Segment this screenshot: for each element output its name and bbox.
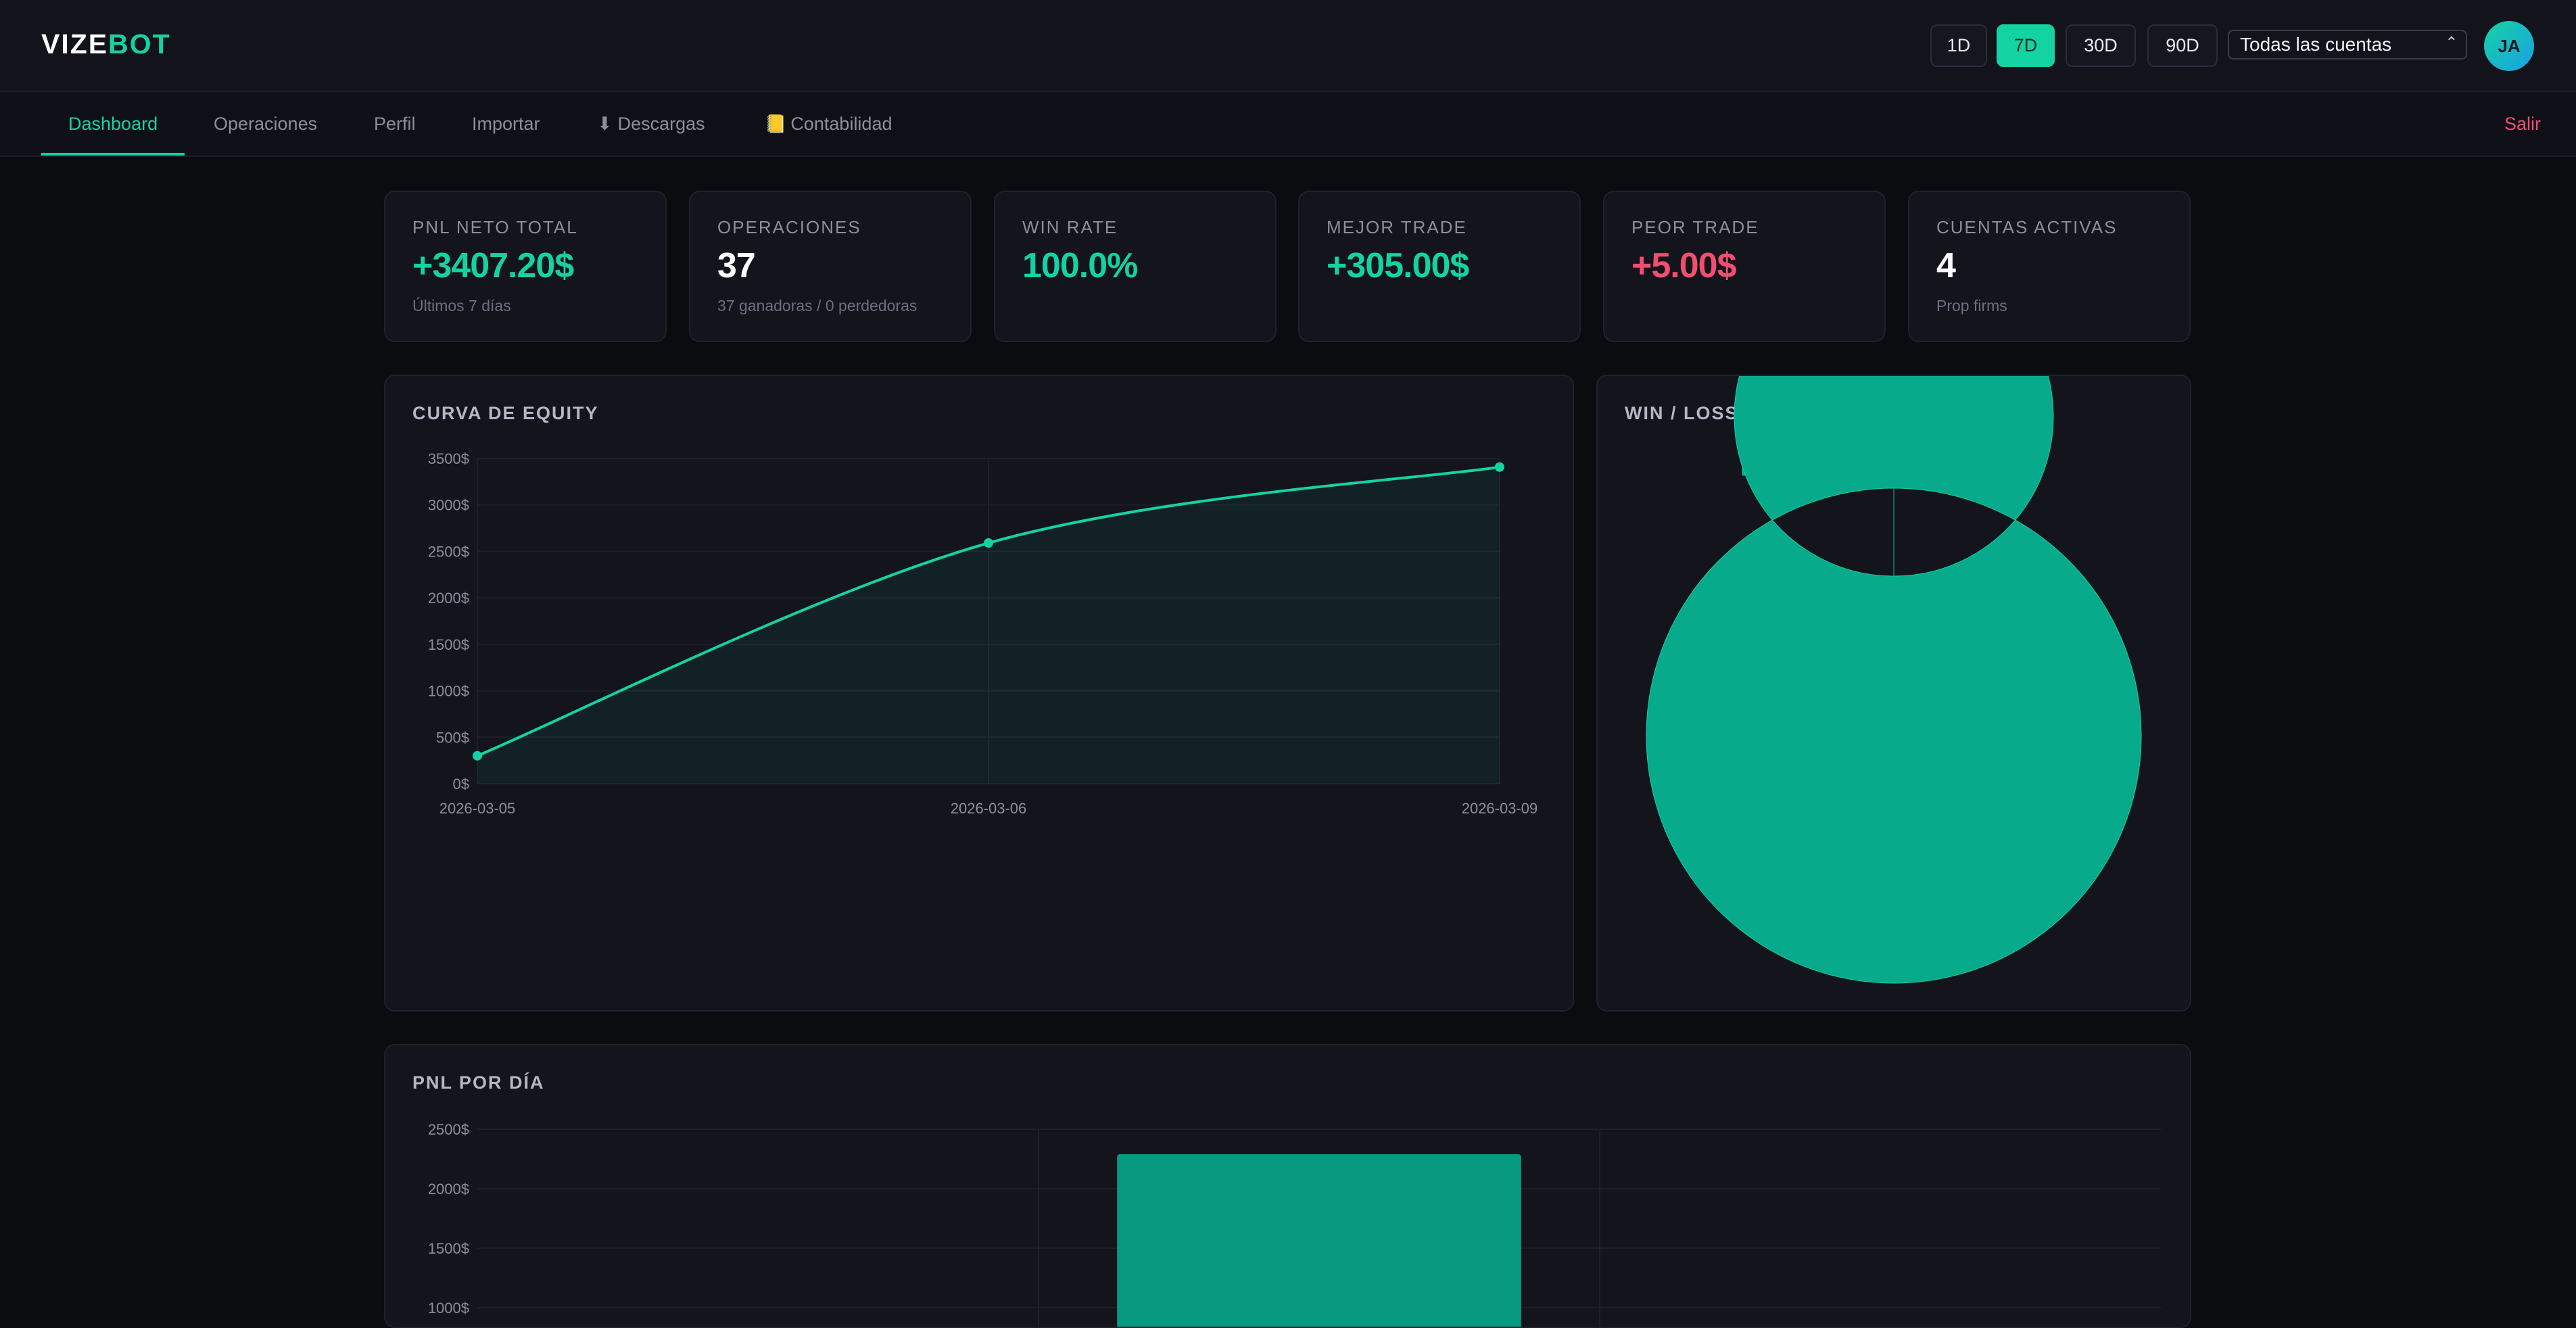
range-button-90d[interactable]: 90D (2147, 24, 2218, 67)
avatar[interactable]: JA (2484, 21, 2534, 71)
panel-title: PNL POR DÍA (412, 1072, 545, 1093)
y-tick-label: 0$ (453, 776, 469, 792)
account-select[interactable]: Todas las cuentas ⌃ (2228, 30, 2467, 60)
stat-value: 37 (717, 246, 756, 285)
nav-bar: Dashboard Operaciones Perfil Importar ⬇ … (0, 92, 2576, 157)
stat-sub: Últimos 7 días (412, 297, 511, 314)
account-select-value: Todas las cuentas (2240, 34, 2392, 55)
y-tick-label: 500$ (436, 729, 469, 746)
logo-part1: VIZE (41, 28, 109, 60)
stat-value: +305.00$ (1327, 246, 1469, 285)
nav-label: Dashboard (68, 113, 158, 134)
range-button-1d[interactable]: 1D (1930, 24, 1987, 67)
y-tick-label: 1000$ (428, 683, 469, 700)
y-tick-label: 2000$ (428, 1181, 469, 1197)
winloss-panel: WIN / LOSS GanadorasPerdedoras (1596, 375, 2191, 1012)
y-tick-label: 2500$ (428, 1121, 469, 1138)
y-tick-label: 2000$ (428, 590, 469, 607)
stat-card-pnl: PNL NETO TOTAL +3407.20$ Últimos 7 días (384, 191, 667, 342)
range-button-7d[interactable]: 7D (1997, 24, 2055, 67)
nav-label: Operaciones (214, 113, 318, 134)
y-tick-label: 1500$ (428, 1240, 469, 1257)
equity-point (1495, 462, 1504, 472)
stat-card-active-accounts: CUENTAS ACTIVAS 4 Prop firms (1908, 191, 2191, 342)
nav-item-descargas[interactable]: ⬇ Descargas (597, 92, 705, 156)
stat-value: +3407.20$ (412, 246, 574, 285)
nav-label: Importar (472, 113, 540, 134)
stat-label: PNL NETO TOTAL (412, 217, 578, 237)
equity-point (984, 538, 993, 548)
stat-label: OPERACIONES (717, 217, 861, 237)
donut-slice (1646, 376, 2142, 984)
logout-link[interactable]: Salir (2504, 113, 2541, 134)
y-tick-label: 1500$ (428, 636, 469, 653)
equity-point (473, 751, 482, 761)
pnl-bar (1117, 1154, 1521, 1327)
stat-card-operaciones: OPERACIONES 37 37 ganadoras / 0 perdedor… (689, 191, 972, 342)
nav-item-perfil[interactable]: Perfil (374, 92, 416, 156)
x-tick-label: 2026-03-09 (1462, 800, 1538, 817)
nav-label: Descargas (617, 113, 705, 134)
panel-title: WIN / LOSS (1625, 403, 1739, 423)
nav-label: Perfil (374, 113, 416, 134)
x-tick-label: 2026-03-06 (951, 800, 1027, 817)
stat-card-best-trade: MEJOR TRADE +305.00$ (1298, 191, 1581, 342)
stat-sub: Prop firms (1936, 297, 2007, 314)
stat-label: PEOR TRADE (1631, 217, 1759, 237)
top-bar: VIZEBOT 1D 7D 30D 90D Todas las cuentas … (0, 0, 2576, 92)
stat-sub: 37 ganadoras / 0 perdedoras (717, 297, 917, 314)
nav-item-dashboard[interactable]: Dashboard (41, 92, 185, 156)
y-tick-label: 2500$ (428, 543, 469, 560)
select-arrows-icon: ⌃ (2445, 34, 2458, 51)
stat-value: 100.0% (1022, 246, 1138, 285)
logo-part2: BOT (108, 28, 171, 60)
nav-item-operaciones[interactable]: Operaciones (214, 92, 317, 156)
y-tick-label: 1000$ (428, 1300, 469, 1317)
pnl-day-chart: 2500$ 2000$ 1500$ 1000$ (428, 1121, 2161, 1327)
stat-label: CUENTAS ACTIVAS (1936, 217, 2118, 237)
stat-label: MEJOR TRADE (1327, 217, 1467, 237)
equity-chart: 3500$ 3000$ 2500$ 2000$ 1500$ 1000$ 500$ 0$ 2026… (428, 450, 1538, 817)
panel-title: CURVA DE EQUITY (412, 403, 599, 423)
equity-panel: CURVA DE EQUITY 3500$ 3000$ 2500$ 2000$ 1500… (384, 375, 1574, 1012)
y-tick-label: 3500$ (428, 450, 469, 467)
nav-label: Contabilidad (790, 113, 892, 134)
winloss-chart: GanadorasPerdedoras (1646, 376, 2142, 984)
stat-card-win-rate: WIN RATE 100.0% (994, 191, 1277, 342)
nav-item-contabilidad[interactable]: 📒 Contabilidad (765, 92, 892, 156)
x-tick-label: 2026-03-05 (439, 800, 516, 817)
logo: VIZEBOT (41, 28, 171, 60)
equity-area (477, 467, 1500, 784)
range-button-30d[interactable]: 30D (2066, 24, 2136, 67)
download-icon: ⬇ (597, 113, 613, 134)
ledger-icon: 📒 (765, 113, 787, 134)
stat-value: 4 (1936, 246, 1956, 285)
nav-item-importar[interactable]: Importar (472, 92, 540, 156)
stat-label: WIN RATE (1022, 217, 1118, 237)
pnl-day-panel: PNL POR DÍA 2500$ 2000$ 1500$ 1000$ (384, 1044, 2191, 1328)
stat-card-worst-trade: PEOR TRADE +5.00$ (1603, 191, 1886, 342)
y-tick-label: 3000$ (428, 497, 469, 514)
stat-value: +5.00$ (1631, 246, 1736, 285)
